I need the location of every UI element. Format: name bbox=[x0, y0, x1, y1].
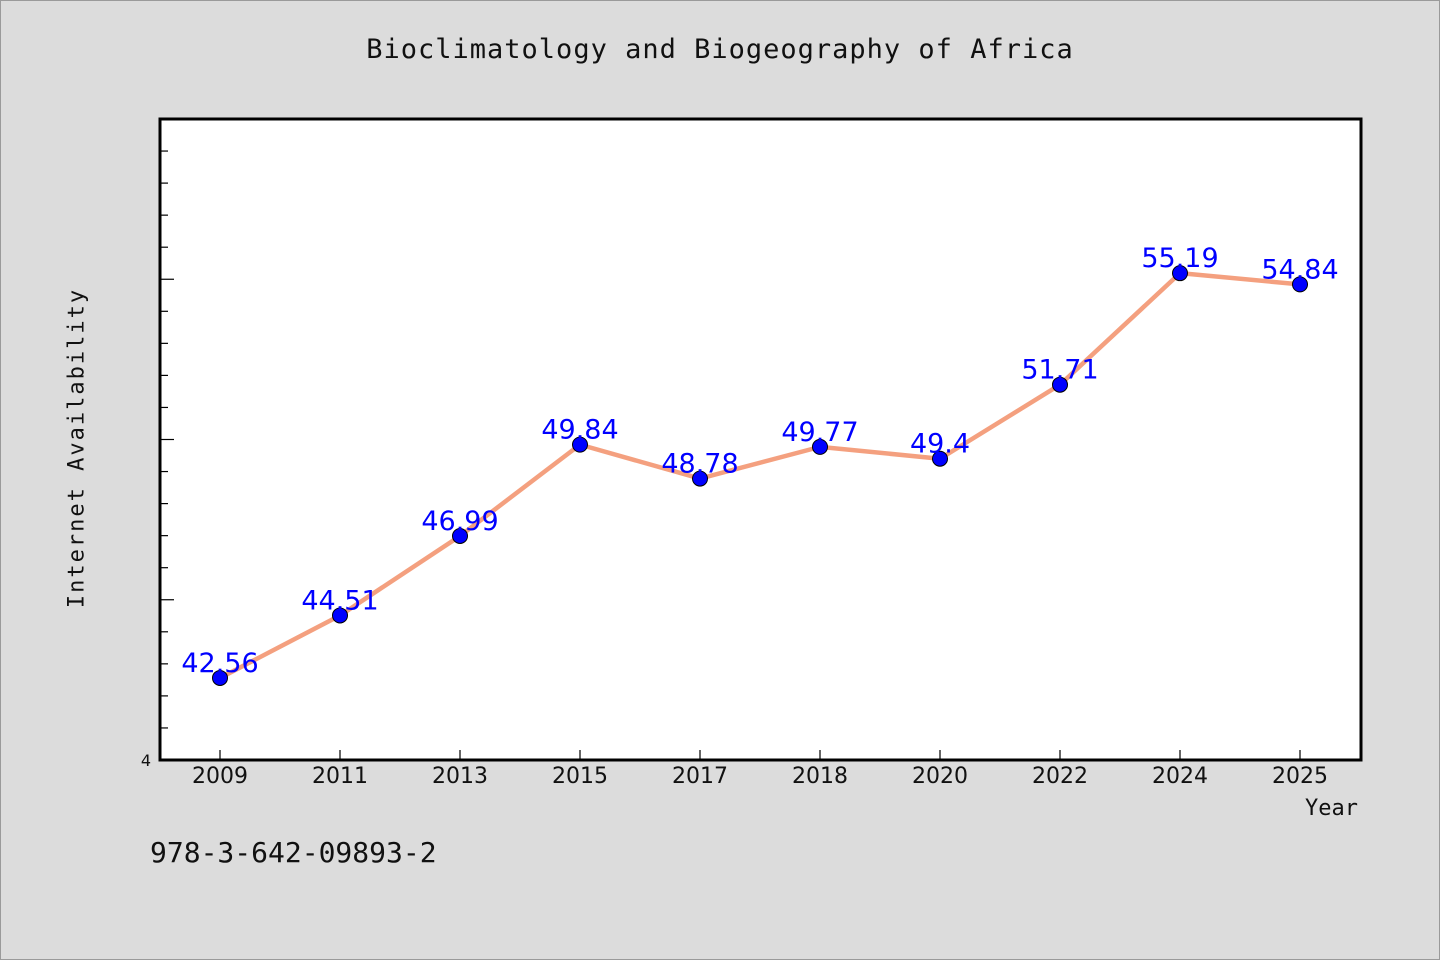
data-label: 55.19 bbox=[1141, 243, 1218, 274]
data-point bbox=[1052, 376, 1068, 393]
x-tick-label: 2009 bbox=[192, 764, 248, 789]
data-label: 51.71 bbox=[1021, 355, 1098, 386]
x-tick-label: 2020 bbox=[912, 764, 968, 789]
x-tick-label: 2018 bbox=[792, 764, 848, 789]
chart-title: Bioclimatology and Biogeography of Afric… bbox=[366, 34, 1074, 65]
data-label: 44.51 bbox=[301, 585, 378, 616]
data-label: 49.4 bbox=[910, 429, 970, 460]
data-label: 49.84 bbox=[541, 415, 618, 446]
data-point bbox=[1292, 276, 1308, 293]
data-point bbox=[572, 436, 588, 453]
data-label: 54.84 bbox=[1261, 254, 1338, 285]
data-point bbox=[1172, 265, 1188, 282]
data-label: 42.56 bbox=[181, 648, 258, 679]
x-tick-label: 2015 bbox=[552, 764, 608, 789]
y-axis-ticks bbox=[160, 118, 174, 761]
y-tick-label: 4 bbox=[141, 751, 151, 770]
x-tick-label: 2024 bbox=[1152, 764, 1208, 789]
x-tick-label: 2017 bbox=[672, 764, 728, 789]
data-point bbox=[692, 470, 708, 487]
x-tick-label: 2025 bbox=[1272, 764, 1328, 789]
data-label: 49.77 bbox=[781, 417, 858, 448]
series-layer: 42.56 44.51 46.99 49.84 48.78 49.77 49.4 51.71 5… bbox=[181, 243, 1339, 686]
data-point bbox=[812, 438, 828, 455]
data-point bbox=[332, 607, 348, 624]
data-label: 48.78 bbox=[661, 449, 738, 480]
x-tick-label: 2011 bbox=[312, 764, 368, 789]
x-axis-ticks: 2009 2011 2013 2015 2017 2018 2020 2022 2024 2025 bbox=[192, 750, 1328, 789]
data-label: 46.99 bbox=[421, 506, 498, 537]
data-point bbox=[932, 450, 948, 467]
x-tick-label: 2013 bbox=[432, 764, 488, 789]
data-point bbox=[212, 669, 228, 686]
isbn-footer: 978-3-642-09893-2 bbox=[150, 836, 437, 869]
series-line bbox=[218, 270, 1301, 680]
plot-area bbox=[158, 117, 1363, 762]
data-point bbox=[452, 527, 468, 544]
x-axis-label: Year bbox=[1305, 796, 1358, 821]
x-tick-label: 2022 bbox=[1032, 764, 1088, 789]
